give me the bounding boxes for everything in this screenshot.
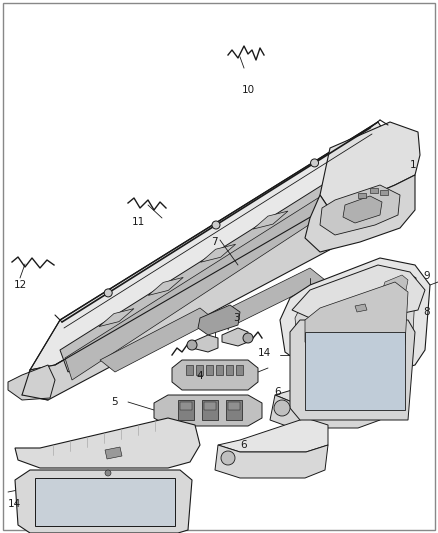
Polygon shape — [378, 272, 416, 300]
Text: 9: 9 — [423, 271, 430, 281]
Text: 6: 6 — [275, 387, 281, 397]
Polygon shape — [215, 445, 328, 478]
Polygon shape — [305, 175, 415, 252]
Polygon shape — [15, 470, 192, 533]
Polygon shape — [228, 402, 240, 410]
Text: 10: 10 — [241, 85, 254, 95]
Polygon shape — [270, 395, 380, 428]
Text: 6: 6 — [241, 440, 247, 450]
Polygon shape — [154, 395, 262, 426]
Circle shape — [105, 470, 111, 476]
Polygon shape — [280, 258, 430, 375]
Text: 14: 14 — [8, 499, 21, 509]
Polygon shape — [178, 400, 194, 420]
Polygon shape — [65, 162, 385, 380]
Circle shape — [311, 159, 318, 167]
Polygon shape — [236, 365, 243, 375]
Polygon shape — [15, 418, 200, 468]
Polygon shape — [186, 365, 193, 375]
Text: 14: 14 — [258, 348, 271, 358]
Polygon shape — [198, 305, 240, 335]
Polygon shape — [290, 320, 415, 420]
Polygon shape — [216, 365, 223, 375]
Polygon shape — [22, 168, 410, 400]
Text: 8: 8 — [424, 307, 430, 317]
Bar — [358, 193, 366, 198]
Polygon shape — [320, 185, 400, 235]
Polygon shape — [8, 365, 55, 400]
Polygon shape — [201, 244, 236, 262]
Polygon shape — [180, 402, 192, 410]
Polygon shape — [204, 402, 216, 410]
Polygon shape — [30, 122, 395, 370]
Text: 3: 3 — [233, 313, 240, 323]
Polygon shape — [196, 365, 203, 375]
Polygon shape — [343, 196, 382, 223]
Polygon shape — [226, 365, 233, 375]
Text: 1: 1 — [410, 160, 417, 170]
Text: 4: 4 — [197, 371, 203, 381]
Polygon shape — [295, 270, 415, 368]
Bar — [370, 188, 378, 193]
Polygon shape — [275, 368, 380, 402]
Circle shape — [274, 400, 290, 416]
Text: 11: 11 — [131, 217, 145, 227]
Polygon shape — [292, 265, 425, 318]
Polygon shape — [202, 400, 218, 420]
Polygon shape — [206, 365, 213, 375]
Circle shape — [104, 289, 112, 297]
Polygon shape — [172, 360, 258, 390]
Polygon shape — [148, 277, 183, 295]
Polygon shape — [222, 328, 248, 346]
Text: 7: 7 — [212, 237, 218, 247]
Polygon shape — [60, 155, 385, 372]
Polygon shape — [192, 335, 218, 352]
Circle shape — [212, 221, 220, 229]
Bar — [380, 190, 388, 195]
Bar — [35, 478, 175, 526]
Polygon shape — [99, 309, 134, 327]
Polygon shape — [105, 447, 122, 459]
Polygon shape — [305, 282, 408, 355]
Circle shape — [187, 340, 197, 350]
Polygon shape — [253, 211, 288, 229]
Polygon shape — [215, 268, 325, 327]
Text: 12: 12 — [14, 280, 27, 290]
Circle shape — [243, 333, 253, 343]
Circle shape — [221, 451, 235, 465]
Polygon shape — [218, 418, 328, 452]
Text: 5: 5 — [111, 397, 118, 407]
Polygon shape — [100, 308, 215, 372]
Polygon shape — [320, 122, 420, 210]
Polygon shape — [382, 275, 408, 296]
Polygon shape — [226, 400, 242, 420]
Bar — [305, 332, 405, 410]
Polygon shape — [355, 304, 367, 312]
